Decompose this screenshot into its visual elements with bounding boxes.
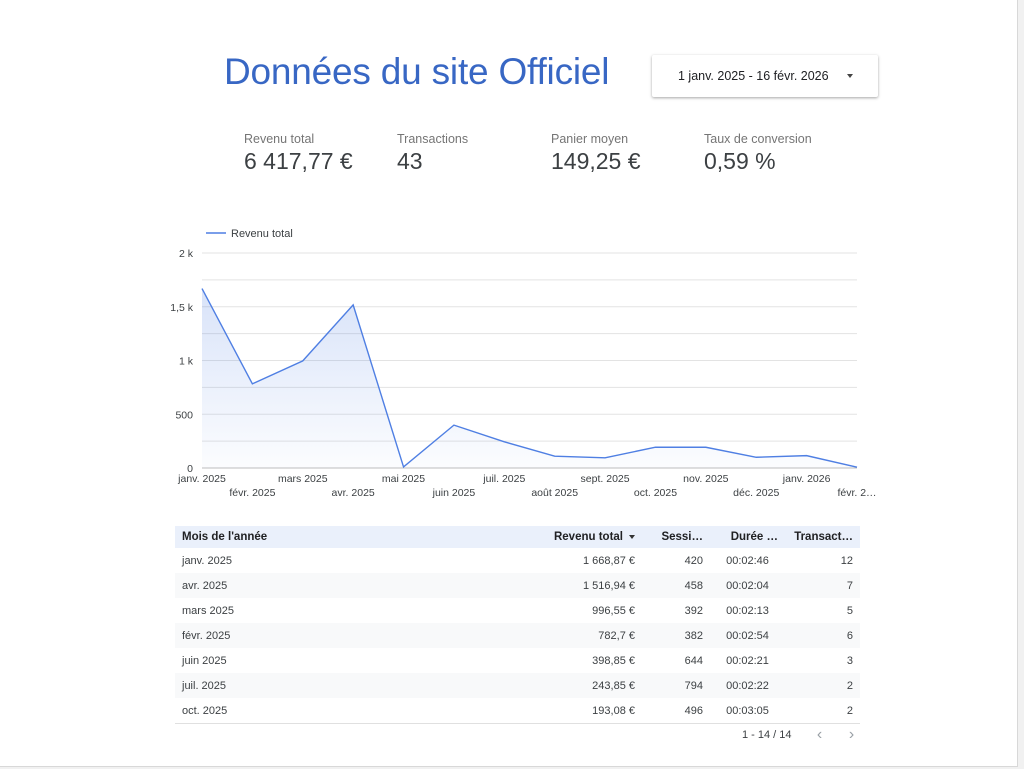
kpi-label: Revenu total [244, 132, 315, 146]
pagination: 1 - 14 / 14 ‹ › [742, 726, 868, 744]
x-tick-label: janv. 2026 [782, 473, 831, 485]
table-row: juil. 2025 243,85 € 794 00:02:22 2 [175, 673, 860, 698]
cell-sessions: 794 [642, 673, 710, 698]
cell-duration: 00:02:21 [726, 654, 769, 667]
table-row: oct. 2025 193,08 € 496 00:03:05 2 [175, 698, 860, 724]
kpi-label: Taux de conversion [704, 132, 812, 146]
kpi-transactions: Transactions 43 [397, 132, 468, 175]
cell-revenue: 243,85 € [535, 673, 642, 698]
cell-sessions: 458 [642, 573, 710, 598]
chevron-right-icon[interactable]: › [848, 726, 855, 743]
y-tick-label: 2 k [179, 248, 194, 260]
date-range-label: 1 janv. 2025 - 16 févr. 2026 [678, 69, 829, 83]
table-header-row: Mois de l'année Revenu total Sessi… Duré… [175, 526, 860, 548]
cell-revenue: 996,55 € [592, 604, 635, 617]
page-title: Données du site Officiel [224, 51, 610, 92]
cell-duration: 00:02:04 [710, 573, 785, 598]
table-row: mars 2025 996,55 € 392 00:02:13 5 [175, 598, 860, 623]
sort-desc-icon [629, 534, 635, 539]
cell-duration: 00:02:54 [710, 623, 785, 648]
cell-transactions: 12 [840, 554, 853, 567]
date-range-picker[interactable]: 1 janv. 2025 - 16 févr. 2026 [652, 55, 878, 97]
kpi-revenu-total: Revenu total 6 417,77 € [244, 132, 353, 175]
cell-duration: 00:02:22 [710, 673, 785, 698]
x-tick-label: oct. 2025 [634, 487, 677, 499]
y-tick-label: 500 [175, 409, 193, 421]
cell-month: juin 2025 [182, 654, 227, 667]
cell-month: avr. 2025 [175, 573, 535, 598]
cell-transactions: 3 [846, 654, 853, 667]
cell-transactions: 2 [785, 698, 860, 724]
cell-month: janv. 2025 [182, 554, 232, 567]
cell-sessions: 420 [684, 554, 703, 567]
x-tick-label: févr. 2… [837, 487, 876, 499]
cell-revenue: 1 516,94 € [535, 573, 642, 598]
cell-sessions: 644 [684, 654, 703, 667]
x-tick-label: févr. 2025 [229, 487, 275, 499]
x-tick-label: août 2025 [531, 487, 578, 499]
cell-transactions: 2 [785, 673, 860, 698]
monthly-table: Mois de l'année Revenu total Sessi… Duré… [175, 526, 860, 724]
x-tick-label: janv. 2025 [177, 473, 226, 485]
y-tick-label: 1,5 k [170, 302, 194, 314]
table-row: janv. 2025 1 668,87 € 420 00:02:46 12 [175, 548, 860, 573]
column-header-sessions[interactable]: Sessi… [642, 526, 710, 548]
cell-transactions: 5 [846, 604, 853, 617]
x-tick-label: mars 2025 [278, 473, 328, 485]
cell-revenue: 193,08 € [535, 698, 642, 724]
x-tick-label: sept. 2025 [581, 473, 630, 485]
x-tick-label: avr. 2025 [332, 487, 375, 499]
y-tick-label: 1 k [179, 356, 194, 368]
x-tick-label: juil. 2025 [482, 473, 525, 485]
cell-transactions: 6 [785, 623, 860, 648]
kpi-value: 149,25 € [551, 148, 641, 174]
table-row: avr. 2025 1 516,94 € 458 00:02:04 7 [175, 573, 860, 598]
column-header-month[interactable]: Mois de l'année [175, 526, 535, 548]
kpi-value: 43 [397, 148, 423, 174]
cell-month: oct. 2025 [175, 698, 535, 724]
kpi-label: Transactions [397, 132, 469, 146]
x-tick-label: nov. 2025 [683, 473, 729, 485]
table-row: févr. 2025 782,7 € 382 00:02:54 6 [175, 623, 860, 648]
x-tick-label: juin 2025 [432, 487, 476, 499]
x-tick-label: déc. 2025 [733, 487, 779, 499]
x-tick-label: mai 2025 [382, 473, 425, 485]
revenue-chart: 0 500 1 k 1,5 k 2 k janv. 2025 févr. 2025 mars … [160, 220, 880, 510]
column-header-revenue[interactable]: Revenu total [535, 526, 642, 548]
cell-sessions: 382 [642, 623, 710, 648]
series-area [202, 288, 857, 468]
chevron-left-icon[interactable]: ‹ [816, 726, 823, 743]
cell-month: févr. 2025 [175, 623, 535, 648]
cell-sessions: 496 [642, 698, 710, 724]
kpi-value: 6 417,77 € [244, 148, 353, 174]
cell-revenue: 398,85 € [592, 654, 635, 667]
legend-label: Revenu total [231, 228, 293, 240]
cell-revenue: 1 668,87 € [583, 554, 635, 567]
column-header-duration[interactable]: Durée … [710, 526, 785, 548]
y-tick-label: 0 [187, 463, 193, 475]
series-line [201, 288, 858, 469]
cell-transactions: 7 [785, 573, 860, 598]
cell-revenue: 782,7 € [535, 623, 642, 648]
table-row: juin 2025 398,85 € 644 00:02:21 3 [175, 648, 860, 673]
kpi-panier-moyen: Panier moyen 149,25 € [551, 132, 641, 175]
cell-sessions: 392 [684, 604, 703, 617]
cell-duration: 00:02:13 [726, 604, 769, 617]
kpi-value: 0,59 % [704, 148, 776, 174]
cell-month: mars 2025 [182, 604, 234, 617]
kpi-label: Panier moyen [551, 132, 629, 146]
cell-duration: 00:02:46 [726, 554, 769, 567]
column-header-transactions[interactable]: Transact… [785, 526, 860, 548]
chevron-down-icon [847, 74, 853, 78]
pagination-range: 1 - 14 / 14 [742, 729, 792, 741]
cell-duration: 00:03:05 [710, 698, 785, 724]
cell-month: juil. 2025 [175, 673, 535, 698]
kpi-taux-conversion: Taux de conversion 0,59 % [704, 132, 812, 175]
